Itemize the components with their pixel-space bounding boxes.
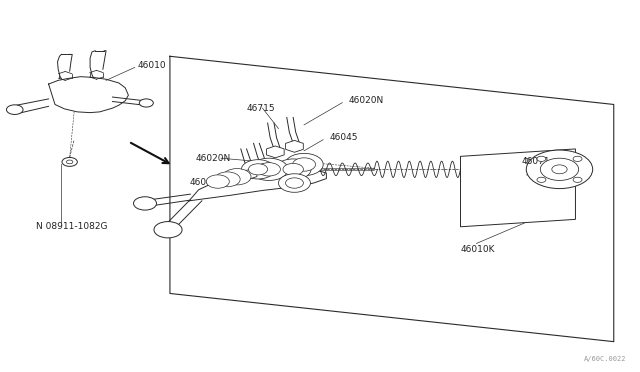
- Circle shape: [154, 222, 182, 238]
- Polygon shape: [243, 169, 257, 179]
- Circle shape: [540, 158, 579, 180]
- Circle shape: [537, 156, 546, 161]
- Circle shape: [573, 156, 582, 161]
- Circle shape: [275, 159, 311, 180]
- Circle shape: [214, 172, 240, 187]
- Circle shape: [134, 197, 157, 210]
- Circle shape: [248, 164, 268, 175]
- Text: 46071: 46071: [521, 157, 550, 166]
- Circle shape: [67, 160, 73, 164]
- Circle shape: [140, 99, 154, 107]
- Circle shape: [206, 175, 229, 188]
- Circle shape: [526, 150, 593, 189]
- Circle shape: [537, 177, 546, 182]
- Polygon shape: [255, 164, 269, 173]
- Circle shape: [223, 169, 251, 185]
- Circle shape: [285, 153, 323, 176]
- Circle shape: [250, 158, 288, 180]
- Circle shape: [285, 178, 303, 188]
- Polygon shape: [461, 149, 575, 227]
- Polygon shape: [285, 140, 303, 152]
- Circle shape: [283, 163, 303, 175]
- Circle shape: [278, 174, 310, 192]
- Text: 46020N: 46020N: [349, 96, 384, 105]
- Circle shape: [62, 157, 77, 166]
- Circle shape: [573, 177, 582, 182]
- Text: 46020N: 46020N: [195, 154, 231, 163]
- Circle shape: [292, 158, 316, 171]
- Text: 46010K: 46010K: [461, 244, 495, 253]
- Circle shape: [552, 165, 567, 174]
- Polygon shape: [266, 146, 284, 158]
- Text: N 08911-1082G: N 08911-1082G: [36, 222, 108, 231]
- Circle shape: [6, 105, 23, 115]
- Circle shape: [257, 163, 280, 176]
- Circle shape: [241, 160, 275, 179]
- Text: 46010: 46010: [138, 61, 166, 70]
- Text: 46045: 46045: [330, 133, 358, 142]
- Text: 46715: 46715: [246, 104, 275, 113]
- Text: A/60C.0022: A/60C.0022: [584, 356, 627, 362]
- Text: 46045: 46045: [189, 178, 218, 187]
